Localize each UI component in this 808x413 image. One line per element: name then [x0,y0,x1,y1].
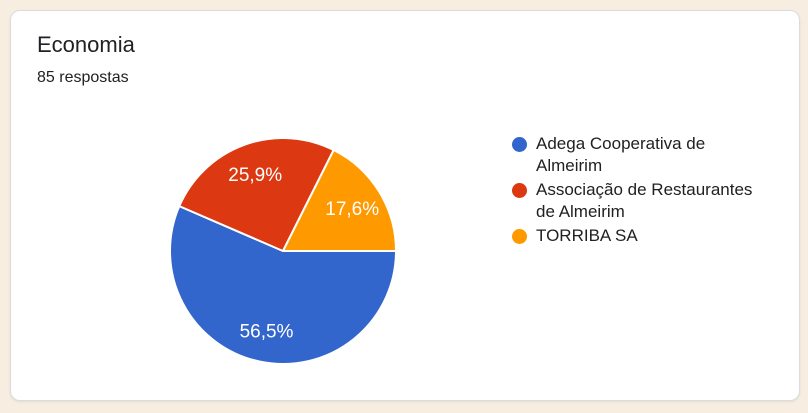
pie-slice-2[interactable] [282,149,397,252]
legend-swatch [512,136,527,152]
legend-item-2: TORRIBA SA [512,225,770,247]
legend-label: Associação de Restaurantes de Almeirim [536,180,753,221]
pie-chart: 56,5% 25,9% 17,6% [169,137,397,365]
legend-swatch [512,228,527,244]
legend-swatch [512,182,527,198]
legend: Adega Cooperativa de Almeirim Associação … [512,133,770,247]
legend-label: Adega Cooperativa de Almeirim [536,134,706,175]
legend-item-0: Adega Cooperativa de Almeirim [512,133,770,177]
question-title: Economia [37,32,135,57]
pie-slice-percent-label: 17,6% [325,199,379,220]
results-card: Economia 85 respostas 56,5% 25,9% 17,6% Ad… [10,10,800,401]
pie-slice-percent-label: 56,5% [240,321,294,342]
legend-item-1: Associação de Restaurantes de Almeirim [512,179,770,223]
pie-slice-1[interactable] [178,137,335,252]
legend-label: TORRIBA SA [536,226,638,245]
pie-slice-percent-label: 25,9% [228,165,282,186]
response-count: 85 respostas [37,69,129,86]
pie-slice-0[interactable] [169,205,397,365]
